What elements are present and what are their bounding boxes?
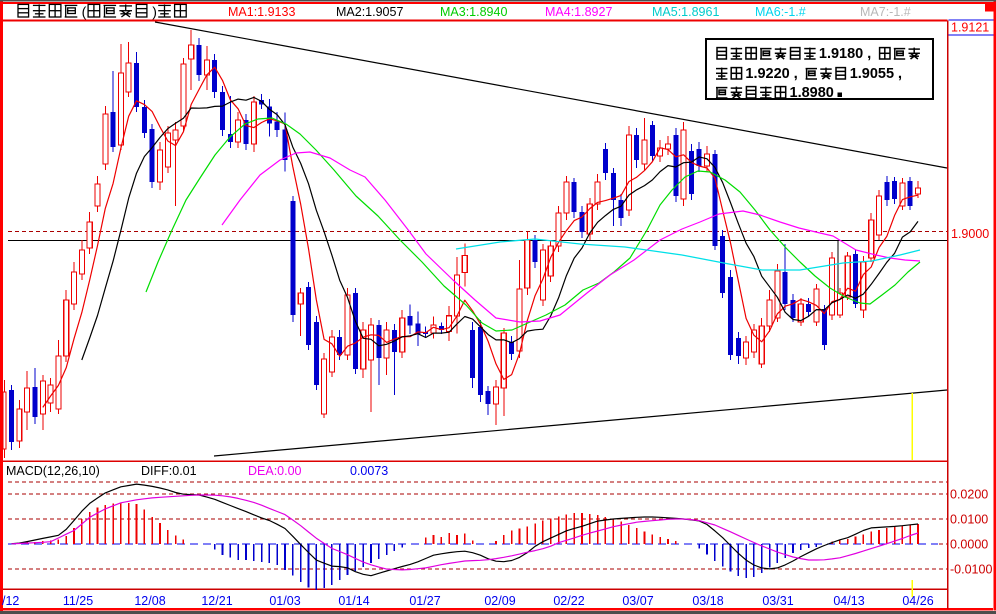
svg-text:0.0000: 0.0000 [950,538,988,552]
svg-text:04/26: 04/26 [902,594,933,608]
svg-text:11/25: 11/25 [63,594,93,608]
svg-text:MA4:1.8927: MA4:1.8927 [545,5,612,19]
svg-text:1.8980: 1.8980 [790,85,834,101]
svg-text:01/03: 01/03 [269,594,300,608]
svg-text:0.0200: 0.0200 [950,488,988,502]
svg-text:/12: /12 [2,594,19,608]
svg-text:MA5:1.8961: MA5:1.8961 [652,5,719,19]
svg-text:MA7:-1.#: MA7:-1.# [860,5,911,19]
svg-text:0.0100: 0.0100 [950,513,988,527]
svg-text:): ) [152,4,157,20]
svg-text:03/18: 03/18 [692,594,723,608]
svg-text:MACD(12,26,10): MACD(12,26,10) [6,464,100,478]
svg-text:12/21: 12/21 [201,594,232,608]
svg-text:1.9121: 1.9121 [951,21,989,35]
svg-text:MA6:-1.#: MA6:-1.# [755,5,806,19]
svg-text:,: , [794,65,798,82]
svg-text:MA1:1.9133: MA1:1.9133 [228,5,295,19]
svg-text:03/07: 03/07 [622,594,653,608]
svg-text:DIFF:0.01: DIFF:0.01 [141,464,197,478]
svg-text:MA2:1.9057: MA2:1.9057 [336,5,403,19]
svg-text:-0.0100: -0.0100 [950,563,992,577]
svg-text:1.9220: 1.9220 [745,66,789,82]
svg-text:,: , [898,65,902,82]
svg-text:,: , [867,45,871,62]
svg-text:1.9055: 1.9055 [850,66,894,82]
svg-text:03/31: 03/31 [762,594,793,608]
svg-text:DEA:0.00: DEA:0.00 [248,464,302,478]
svg-text:02/09: 02/09 [484,594,515,608]
svg-text:(: ( [82,4,87,20]
svg-text:12/08: 12/08 [134,594,165,608]
svg-text:1.9000: 1.9000 [951,227,989,241]
svg-text:MA3:1.8940: MA3:1.8940 [440,5,507,19]
svg-text:01/27: 01/27 [409,594,440,608]
svg-text:02/22: 02/22 [553,594,584,608]
svg-text:04/13: 04/13 [833,594,864,608]
svg-text:0.0073: 0.0073 [350,464,388,478]
svg-text:01/14: 01/14 [338,594,369,608]
svg-text:1.9180: 1.9180 [819,46,863,62]
